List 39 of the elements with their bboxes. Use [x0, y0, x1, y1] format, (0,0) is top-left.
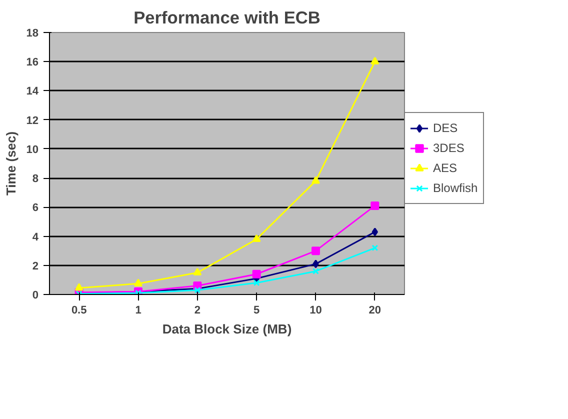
point [372, 244, 378, 252]
point [312, 246, 320, 256]
y-tick-label: 10 [26, 144, 39, 156]
x-tick-label: 2 [194, 304, 200, 316]
legend-label: 3DES [433, 141, 464, 155]
point [253, 280, 260, 286]
point [372, 228, 378, 236]
point [134, 278, 142, 286]
x-tick-label: 20 [368, 304, 382, 316]
point [252, 270, 261, 278]
x-tick-label: 0.5 [71, 304, 87, 316]
y-axis-title: Time (sec) [3, 131, 18, 196]
legend-label: Blowfish [433, 181, 478, 195]
legend-label: AES [433, 161, 458, 175]
y-tick-label: 6 [32, 202, 39, 214]
y-tick-label: 8 [32, 173, 39, 186]
point [194, 286, 201, 294]
x-tick-label: 10 [310, 304, 322, 316]
point [370, 201, 380, 210]
x-tick-label: 5 [254, 304, 260, 316]
y-tick-label: 12 [26, 114, 39, 127]
y-tick-label: 2 [32, 260, 39, 272]
y-tick-label: 16 [26, 56, 39, 69]
y-tick-label: 4 [32, 231, 40, 244]
chart-title: Performance with ECB [134, 8, 320, 28]
y-tick-label: 14 [26, 86, 40, 98]
y-tick-label: 0 [32, 290, 39, 302]
point [193, 268, 202, 276]
x-axis-title: Data Block Size (MB) [162, 322, 292, 336]
point [312, 260, 319, 268]
point [135, 290, 142, 294]
point [252, 234, 261, 242]
point [370, 56, 380, 64]
point [312, 268, 319, 274]
point [74, 283, 84, 291]
x-tick-label: 1 [135, 304, 142, 316]
point [312, 176, 320, 184]
y-tick-label: 18 [26, 28, 39, 40]
legend-label: DES [433, 121, 458, 135]
